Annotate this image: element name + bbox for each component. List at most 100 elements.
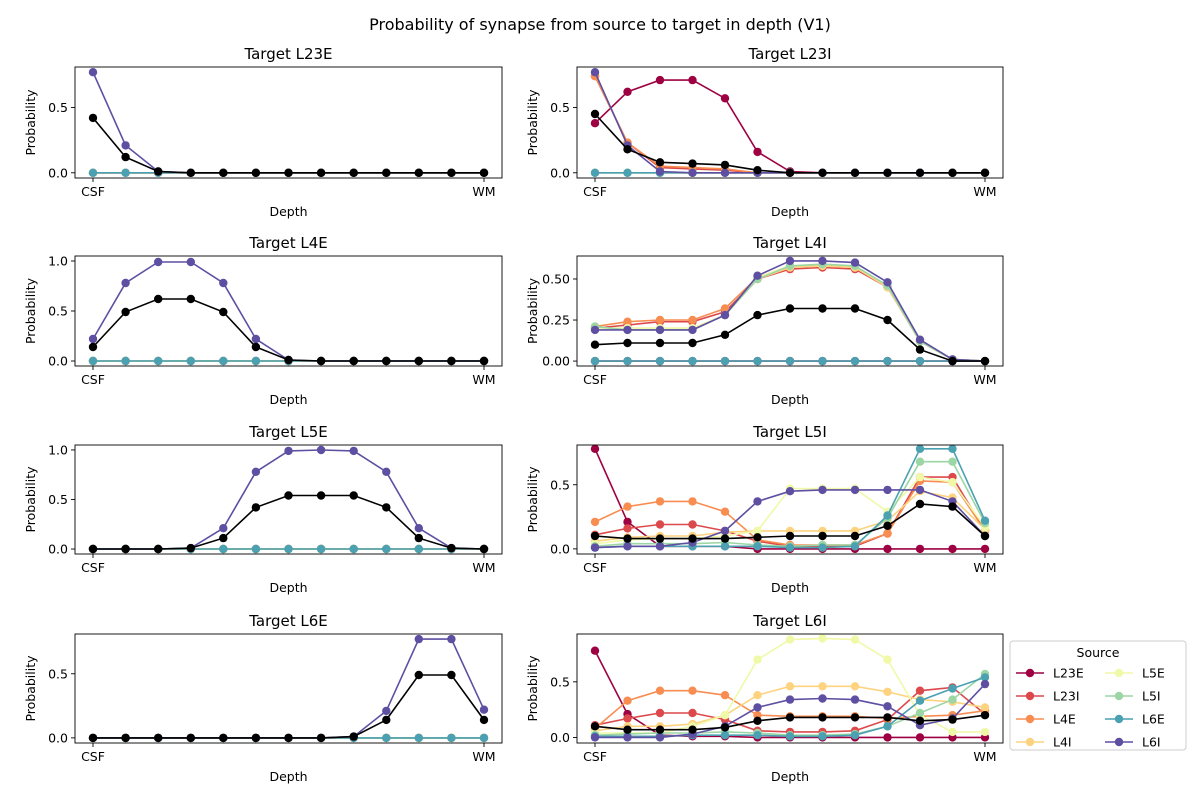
data-point (915, 485, 925, 495)
subplot-2: Target L4E 0.0 0.5 1.0 CSF WM Depth Probability (23, 234, 503, 407)
data-point (785, 682, 795, 691)
data-point (447, 634, 456, 644)
data-point (382, 168, 391, 177)
data-point (785, 487, 795, 496)
series-mean (88, 670, 489, 743)
data-point (818, 634, 827, 643)
data-point (883, 687, 892, 696)
x-tick-label: CSF (583, 372, 607, 387)
legend-swatch-marker (1114, 691, 1124, 701)
data-point (590, 340, 600, 349)
data-point (753, 271, 762, 280)
y-tick-label: 1.0 (48, 442, 68, 457)
series-L6I (88, 634, 489, 743)
data-point (623, 524, 632, 533)
series-mean (88, 294, 489, 366)
data-point (284, 446, 293, 456)
data-point (883, 702, 892, 711)
data-point (915, 544, 925, 554)
legend-swatch-marker (1025, 668, 1035, 678)
data-point (818, 485, 827, 495)
series-line (594, 75, 985, 174)
data-point (88, 544, 98, 554)
data-point (88, 356, 98, 366)
data-point (753, 526, 762, 536)
data-point (623, 325, 632, 335)
y-tick-label: 0.00 (542, 354, 570, 369)
data-point (655, 542, 665, 551)
data-point (980, 679, 990, 689)
x-axis-label: Depth (269, 204, 307, 219)
data-point (623, 338, 632, 348)
data-point (688, 325, 697, 335)
y-tick-label: 0.0 (48, 730, 68, 745)
data-point (88, 342, 98, 352)
legend-label: L6E (1142, 712, 1165, 727)
data-point (785, 256, 795, 266)
data-point (284, 544, 293, 554)
legend-entry-L6I: L6I (1105, 735, 1161, 750)
data-point (980, 703, 990, 712)
data-point (154, 167, 163, 176)
data-point (316, 445, 326, 455)
data-point (753, 655, 762, 664)
y-tick-label: 0.5 (48, 666, 68, 681)
data-point (121, 168, 130, 177)
data-point (688, 686, 697, 695)
data-point (655, 534, 665, 543)
x-tick-label: CSF (81, 184, 105, 199)
data-point (948, 684, 957, 693)
data-point (948, 457, 957, 466)
data-point (915, 457, 925, 466)
series-line (92, 71, 484, 174)
data-point (284, 491, 293, 500)
series-L23I (590, 71, 990, 177)
data-point (121, 307, 130, 317)
data-point (753, 542, 762, 551)
data-point (382, 715, 391, 725)
data-point (883, 713, 892, 722)
data-point (447, 543, 456, 553)
data-point (382, 706, 391, 716)
data-point (818, 256, 827, 266)
axes-frame (74, 633, 503, 744)
data-point (655, 158, 665, 167)
y-axis-label: Probability (23, 277, 38, 344)
data-point (883, 168, 892, 177)
data-point (590, 119, 600, 128)
data-point (447, 356, 456, 366)
data-point (915, 335, 925, 344)
data-point (186, 733, 195, 743)
data-point (121, 733, 130, 743)
data-point (655, 520, 665, 529)
data-point (623, 714, 632, 723)
data-point (850, 713, 860, 722)
data-point (121, 141, 130, 150)
data-point (154, 257, 163, 267)
data-point (479, 705, 489, 714)
data-point (688, 356, 697, 366)
data-point (753, 356, 762, 366)
y-tick-label: 0.5 (550, 477, 570, 492)
data-point (818, 168, 827, 177)
legend-label: L4E (1053, 712, 1076, 727)
legend-swatch-marker (1025, 714, 1035, 724)
data-point (720, 731, 730, 740)
data-point (479, 168, 489, 177)
data-point (850, 485, 860, 495)
data-point (785, 356, 795, 366)
data-point (883, 733, 892, 742)
y-axis-label: Probability (23, 466, 38, 533)
data-point (590, 646, 600, 655)
data-point (850, 731, 860, 740)
legend-label: L5I (1142, 689, 1161, 704)
data-point (753, 691, 762, 700)
axes-frame (576, 444, 1004, 555)
data-point (883, 544, 892, 554)
data-point (980, 168, 990, 177)
data-point (720, 310, 730, 320)
x-axis-label: Depth (269, 580, 307, 595)
data-point (349, 544, 358, 554)
data-point (948, 715, 957, 724)
